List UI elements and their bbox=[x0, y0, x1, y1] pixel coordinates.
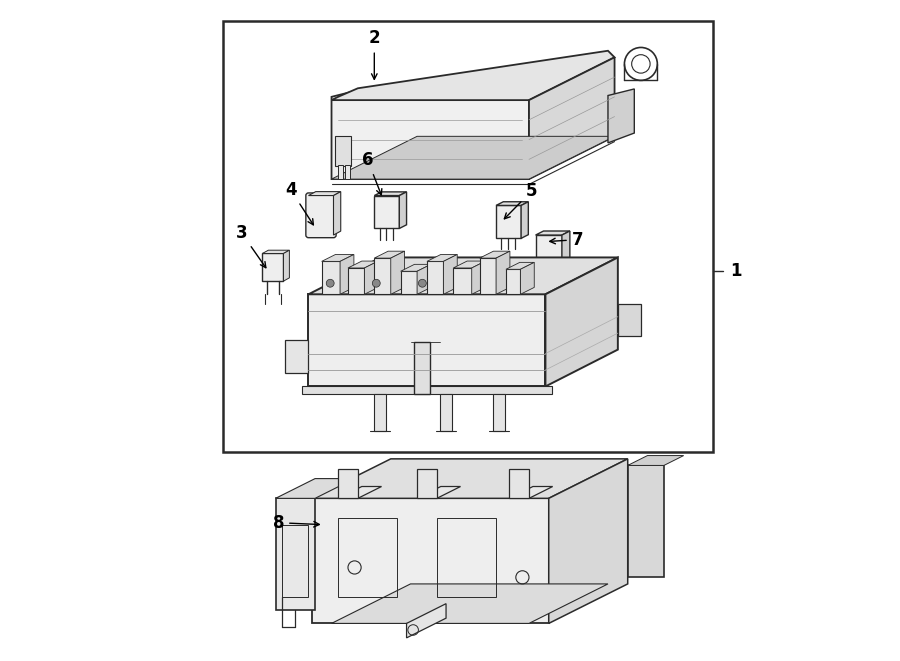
Text: 7: 7 bbox=[550, 231, 583, 249]
Polygon shape bbox=[309, 294, 545, 387]
Polygon shape bbox=[627, 455, 684, 465]
Bar bbox=[493, 395, 505, 430]
FancyBboxPatch shape bbox=[306, 193, 336, 238]
Polygon shape bbox=[536, 235, 562, 271]
Polygon shape bbox=[285, 340, 309, 373]
Text: 3: 3 bbox=[236, 223, 266, 268]
Polygon shape bbox=[417, 264, 431, 294]
Polygon shape bbox=[391, 251, 405, 294]
Polygon shape bbox=[529, 58, 615, 179]
Polygon shape bbox=[400, 264, 431, 271]
Polygon shape bbox=[263, 251, 290, 253]
Bar bbox=[414, 342, 430, 395]
Polygon shape bbox=[617, 303, 641, 336]
Circle shape bbox=[373, 280, 380, 287]
Polygon shape bbox=[545, 257, 617, 387]
Polygon shape bbox=[509, 486, 553, 498]
Polygon shape bbox=[521, 202, 528, 239]
Polygon shape bbox=[331, 51, 615, 100]
Polygon shape bbox=[520, 262, 535, 294]
Polygon shape bbox=[275, 498, 315, 610]
Polygon shape bbox=[454, 261, 485, 268]
Polygon shape bbox=[331, 136, 615, 179]
Polygon shape bbox=[480, 258, 496, 294]
Bar bbox=[263, 253, 284, 281]
Polygon shape bbox=[549, 459, 627, 623]
Text: 8: 8 bbox=[273, 514, 320, 531]
Polygon shape bbox=[506, 262, 535, 269]
Polygon shape bbox=[284, 251, 290, 281]
Polygon shape bbox=[309, 192, 341, 196]
Polygon shape bbox=[562, 231, 570, 271]
Polygon shape bbox=[348, 261, 378, 268]
Polygon shape bbox=[331, 91, 529, 179]
Polygon shape bbox=[496, 206, 521, 239]
Polygon shape bbox=[407, 603, 446, 638]
Polygon shape bbox=[374, 192, 407, 196]
Bar bbox=[345, 165, 350, 179]
Polygon shape bbox=[321, 261, 340, 294]
Polygon shape bbox=[400, 192, 407, 229]
Bar bbox=[374, 395, 386, 430]
Bar bbox=[338, 165, 344, 179]
Bar bbox=[335, 136, 351, 166]
Circle shape bbox=[418, 280, 427, 287]
Polygon shape bbox=[309, 257, 617, 294]
Polygon shape bbox=[340, 254, 354, 294]
Polygon shape bbox=[275, 479, 355, 498]
Polygon shape bbox=[374, 196, 400, 229]
Polygon shape bbox=[506, 269, 520, 294]
Polygon shape bbox=[400, 271, 417, 294]
Polygon shape bbox=[302, 387, 552, 395]
Bar bbox=[223, 21, 714, 452]
Polygon shape bbox=[444, 254, 457, 294]
Polygon shape bbox=[536, 231, 570, 235]
Polygon shape bbox=[334, 192, 341, 235]
Bar bbox=[338, 469, 358, 498]
Circle shape bbox=[327, 280, 334, 287]
Polygon shape bbox=[496, 251, 510, 294]
Polygon shape bbox=[496, 202, 528, 206]
Text: 4: 4 bbox=[285, 181, 313, 225]
Polygon shape bbox=[472, 261, 485, 294]
Polygon shape bbox=[454, 268, 472, 294]
Bar bbox=[440, 395, 452, 430]
Polygon shape bbox=[427, 254, 457, 261]
Polygon shape bbox=[311, 498, 549, 623]
Polygon shape bbox=[311, 459, 627, 498]
Text: 6: 6 bbox=[362, 151, 382, 195]
Polygon shape bbox=[374, 258, 391, 294]
Polygon shape bbox=[427, 261, 444, 294]
Polygon shape bbox=[480, 251, 510, 258]
Polygon shape bbox=[608, 89, 634, 143]
Polygon shape bbox=[348, 268, 364, 294]
Polygon shape bbox=[417, 486, 461, 498]
Polygon shape bbox=[364, 261, 378, 294]
Polygon shape bbox=[331, 584, 608, 623]
Polygon shape bbox=[374, 251, 405, 258]
Bar bbox=[417, 469, 436, 498]
Bar bbox=[509, 469, 529, 498]
Polygon shape bbox=[321, 254, 354, 261]
Polygon shape bbox=[627, 465, 664, 577]
Text: 5: 5 bbox=[504, 182, 537, 219]
Text: 1: 1 bbox=[730, 262, 742, 280]
Polygon shape bbox=[338, 486, 382, 498]
Text: 2: 2 bbox=[368, 30, 380, 79]
